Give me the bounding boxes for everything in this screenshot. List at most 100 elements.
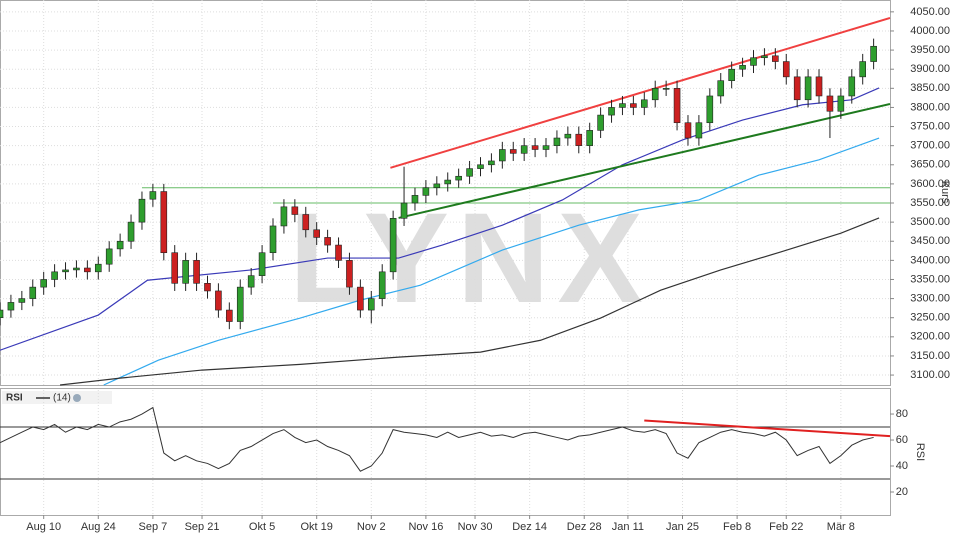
candle-body <box>815 76 823 97</box>
candle-body <box>553 137 561 146</box>
candle-body <box>608 107 615 116</box>
candle-body <box>520 145 528 154</box>
candle-body <box>389 218 397 273</box>
candle-body <box>750 57 757 66</box>
y-tick-label: 3650.00 <box>910 159 950 171</box>
candle-body <box>706 95 714 124</box>
rsi-settings-icon[interactable] <box>73 394 81 402</box>
rsi-frame <box>0 388 891 516</box>
y-tick-label: 3700.00 <box>910 140 950 152</box>
y-tick-label: 60 <box>896 434 908 446</box>
candle-body <box>116 240 124 250</box>
candle-body <box>630 103 637 108</box>
trend-line <box>390 17 891 169</box>
y-tick-label: 4050.00 <box>910 6 950 18</box>
candle-body <box>73 267 80 271</box>
candle-body <box>160 191 168 254</box>
candle-body <box>182 260 189 284</box>
candle-body <box>0 309 4 319</box>
y-tick-label: 3550.00 <box>910 197 950 209</box>
candle-body <box>40 279 47 288</box>
x-tick-label: Feb 8 <box>723 521 751 533</box>
candle-body <box>651 88 659 101</box>
y-tick-label: 3200.00 <box>910 331 950 343</box>
y-tick-label: 80 <box>896 408 908 420</box>
y-tick-label: 3800.00 <box>910 101 950 113</box>
y-tick-label: 3300.00 <box>910 293 950 305</box>
candle-body <box>51 271 58 280</box>
rsi-line <box>0 406 874 472</box>
x-tick-label: Aug 10 <box>26 521 61 533</box>
candle-body <box>400 202 408 219</box>
y-tick-label: 3500.00 <box>910 216 950 228</box>
x-tick-label: Aug 24 <box>81 521 116 533</box>
y-tick-label: 3100.00 <box>910 369 950 381</box>
candle-body <box>138 198 146 223</box>
y-tick-label: 40 <box>896 460 908 472</box>
rsi-legend-box <box>2 391 112 404</box>
candle-body <box>575 133 583 146</box>
x-tick-label: Sep 21 <box>185 521 220 533</box>
candle-body <box>346 260 353 288</box>
candle-body <box>62 269 69 273</box>
y-tick-label: 3850.00 <box>910 82 950 94</box>
candle-body <box>619 103 626 108</box>
candle-body <box>433 183 441 189</box>
moving-average <box>103 137 880 386</box>
x-tick-label: Nov 16 <box>408 521 443 533</box>
candle-body <box>793 76 801 101</box>
rsi-axis-label: RSI <box>914 443 926 461</box>
x-tick-label: Mär 8 <box>827 521 855 533</box>
x-tick-label: Okt 5 <box>249 521 275 533</box>
candle-body <box>739 65 746 70</box>
x-tick-label: Okt 19 <box>300 521 332 533</box>
candle-body <box>586 130 593 146</box>
candle-body <box>455 175 462 181</box>
candle-body <box>94 263 102 273</box>
labels-layer: 3100.00 3150.00 3200.00 3250.00 3300.00 3350.… <box>26 6 950 533</box>
trend-line <box>398 103 891 219</box>
candle-body <box>837 95 845 112</box>
grid-layer <box>0 0 894 519</box>
candle-body <box>29 286 37 299</box>
y-tick-label: 3400.00 <box>910 254 950 266</box>
candle-body <box>509 149 517 154</box>
candle-body <box>313 229 320 238</box>
candle-body <box>488 160 495 166</box>
candle-body <box>247 275 255 288</box>
y-tick-label: 3450.00 <box>910 235 950 247</box>
candle-body <box>870 45 877 62</box>
candle-body <box>226 309 233 322</box>
y-tick-label: 3350.00 <box>910 273 950 285</box>
candle-body <box>236 286 244 322</box>
candle-body <box>826 95 834 112</box>
candle-body <box>193 260 200 284</box>
candle-body <box>84 267 91 273</box>
y-tick-label: 3900.00 <box>910 63 950 75</box>
candle-body <box>302 214 310 231</box>
moving-average <box>0 87 880 351</box>
y-axis-label: Kurs <box>939 181 951 204</box>
x-tick-label: Feb 22 <box>769 521 803 533</box>
candle-body <box>258 252 266 276</box>
candle-body <box>466 168 473 177</box>
x-tick-label: Sep 7 <box>139 521 168 533</box>
candle-body <box>127 221 135 242</box>
candle-body <box>411 195 419 204</box>
marks-layer <box>0 38 877 472</box>
candle-body <box>149 191 157 200</box>
rsi-title: RSI <box>6 393 23 404</box>
candle-body <box>717 80 725 97</box>
candle-body <box>422 187 430 196</box>
price-frame <box>0 0 891 386</box>
candle-body <box>662 88 670 90</box>
candle-body <box>640 99 648 108</box>
y-tick-label: 3600.00 <box>910 178 950 190</box>
candle-body <box>105 248 113 265</box>
candle-body <box>357 286 364 311</box>
y-tick-label: 3150.00 <box>910 350 950 362</box>
x-tick-label: Dez 28 <box>567 521 602 533</box>
trend-line <box>644 419 891 438</box>
candle-body <box>204 283 211 292</box>
